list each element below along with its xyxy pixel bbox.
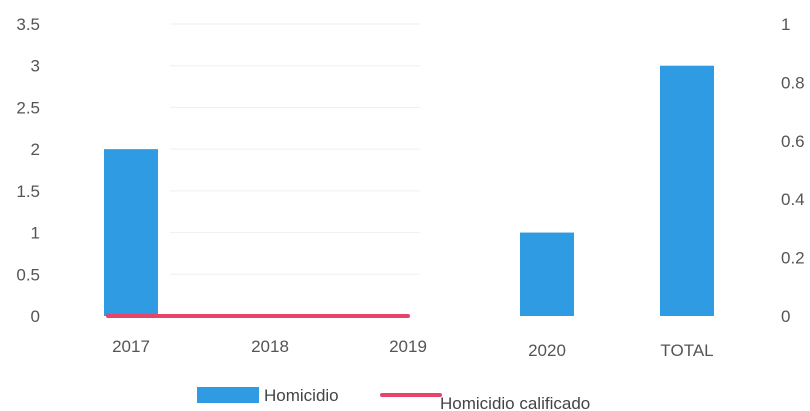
bar-homicidio-TOTAL [660, 66, 714, 316]
category-labels: 2017 2018 2019 2020 TOTAL [112, 337, 714, 360]
right-tick-label: 0 [781, 307, 790, 326]
legend-label-homicidio: Homicidio [264, 386, 339, 405]
category-label: 2020 [528, 341, 566, 360]
category-label: TOTAL [660, 341, 713, 360]
category-label: 2018 [251, 337, 289, 356]
left-tick-label: 1 [31, 224, 40, 243]
legend-swatch-homicidio [197, 387, 259, 403]
right-tick-label: 0.4 [781, 190, 805, 209]
left-tick-label: 0 [31, 307, 40, 326]
right-axis-ticks: 0 0.2 0.4 0.6 0.8 1 [781, 15, 805, 326]
left-tick-label: 0.5 [16, 265, 40, 284]
category-label: 2019 [389, 337, 427, 356]
right-tick-label: 0.2 [781, 249, 805, 268]
bar-homicidio-2017 [104, 149, 158, 316]
right-tick-label: 0.8 [781, 73, 805, 92]
left-tick-label: 2 [31, 140, 40, 159]
legend: Homicidio Homicidio calificado [197, 386, 590, 411]
category-label: 2017 [112, 337, 150, 356]
right-tick-label: 0.6 [781, 132, 805, 151]
left-tick-label: 1.5 [16, 182, 40, 201]
left-tick-label: 2.5 [16, 98, 40, 117]
right-tick-label: 1 [781, 15, 790, 34]
left-tick-label: 3 [31, 57, 40, 76]
legend-label-homicidio-calificado: Homicidio calificado [440, 394, 590, 411]
gridlines [170, 24, 420, 274]
bar-homicidio-2020 [520, 233, 574, 316]
left-tick-label: 3.5 [16, 15, 40, 34]
left-axis-ticks: 0 0.5 1 1.5 2 2.5 3 3.5 [16, 15, 40, 326]
